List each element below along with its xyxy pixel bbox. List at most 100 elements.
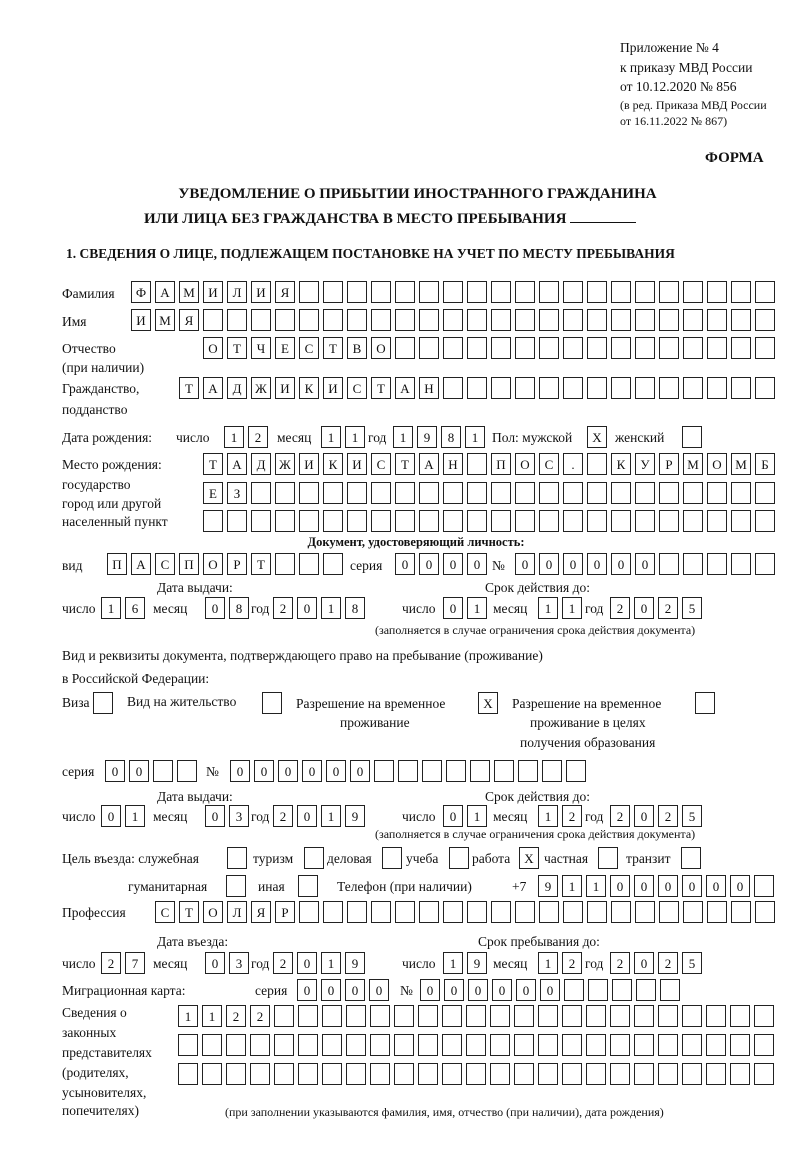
char-cell[interactable]: [491, 901, 511, 923]
char-cell[interactable]: С: [539, 453, 559, 475]
char-cell[interactable]: [611, 281, 631, 303]
char-cell[interactable]: [755, 510, 775, 532]
char-cell[interactable]: [251, 482, 271, 504]
char-cell[interactable]: X: [519, 847, 539, 869]
edu-permit-checkbox[interactable]: [695, 692, 715, 714]
char-cell[interactable]: 9: [538, 875, 558, 897]
char-cell[interactable]: [467, 377, 487, 399]
char-cell[interactable]: [635, 482, 655, 504]
char-cell[interactable]: [755, 281, 775, 303]
char-cell[interactable]: [490, 1034, 510, 1056]
char-cell[interactable]: 5: [682, 597, 702, 619]
char-cell[interactable]: М: [731, 453, 751, 475]
char-cell[interactable]: М: [179, 281, 199, 303]
char-cell[interactable]: 0: [516, 979, 536, 1001]
char-cell[interactable]: [755, 377, 775, 399]
char-cell[interactable]: [226, 875, 246, 897]
char-cell[interactable]: [518, 760, 538, 782]
char-cell[interactable]: 2: [101, 952, 121, 974]
char-cell[interactable]: 1: [125, 805, 145, 827]
char-cell[interactable]: [226, 1034, 246, 1056]
char-cell[interactable]: [587, 901, 607, 923]
char-cell[interactable]: [566, 760, 586, 782]
char-cell[interactable]: А: [395, 377, 415, 399]
char-cell[interactable]: [707, 482, 727, 504]
char-cell[interactable]: [658, 1034, 678, 1056]
char-cell[interactable]: [275, 510, 295, 532]
temp-permit-checkbox[interactable]: X: [478, 692, 498, 714]
char-cell[interactable]: [274, 1005, 294, 1027]
char-cell[interactable]: [563, 510, 583, 532]
char-cell[interactable]: [659, 281, 679, 303]
char-cell[interactable]: [446, 760, 466, 782]
char-cell[interactable]: [755, 309, 775, 331]
birthplace-row-3[interactable]: [203, 510, 775, 532]
char-cell[interactable]: [382, 847, 402, 869]
char-cell[interactable]: [563, 482, 583, 504]
char-cell[interactable]: [419, 309, 439, 331]
char-cell[interactable]: [323, 309, 343, 331]
char-cell[interactable]: 9: [417, 426, 437, 448]
char-cell[interactable]: 0: [101, 805, 121, 827]
char-cell[interactable]: [203, 510, 223, 532]
char-cell[interactable]: 0: [610, 875, 630, 897]
purpose-tourism-checkbox[interactable]: [304, 847, 324, 869]
char-cell[interactable]: 1: [224, 426, 244, 448]
char-cell[interactable]: [419, 281, 439, 303]
char-cell[interactable]: И: [275, 377, 295, 399]
purpose-official-checkbox[interactable]: [227, 847, 247, 869]
char-cell[interactable]: 0: [297, 979, 317, 1001]
char-cell[interactable]: Т: [179, 377, 199, 399]
char-cell[interactable]: 0: [635, 553, 655, 575]
char-cell[interactable]: 2: [250, 1005, 270, 1027]
char-cell[interactable]: 0: [706, 875, 726, 897]
char-cell[interactable]: 2: [658, 952, 678, 974]
char-cell[interactable]: [755, 901, 775, 923]
char-cell[interactable]: [346, 1034, 366, 1056]
char-cell[interactable]: [731, 281, 751, 303]
purpose-other-checkbox[interactable]: [298, 875, 318, 897]
char-cell[interactable]: X: [478, 692, 498, 714]
char-cell[interactable]: [398, 760, 418, 782]
char-cell[interactable]: Т: [203, 453, 223, 475]
char-cell[interactable]: [274, 1063, 294, 1085]
char-cell[interactable]: Д: [227, 377, 247, 399]
char-cell[interactable]: [611, 309, 631, 331]
visa-checkbox[interactable]: [93, 692, 113, 714]
char-cell[interactable]: Н: [443, 453, 463, 475]
char-cell[interactable]: [274, 1034, 294, 1056]
char-cell[interactable]: [422, 760, 442, 782]
char-cell[interactable]: [634, 1063, 654, 1085]
char-cell[interactable]: 0: [467, 553, 487, 575]
char-cell[interactable]: [467, 510, 487, 532]
char-cell[interactable]: [347, 281, 367, 303]
char-cell[interactable]: [755, 337, 775, 359]
char-cell[interactable]: [370, 1005, 390, 1027]
char-cell[interactable]: 0: [634, 597, 654, 619]
char-cell[interactable]: О: [707, 453, 727, 475]
char-cell[interactable]: [322, 1063, 342, 1085]
char-cell[interactable]: [731, 510, 751, 532]
char-cell[interactable]: [731, 309, 751, 331]
char-cell[interactable]: [683, 337, 703, 359]
char-cell[interactable]: [539, 377, 559, 399]
char-cell[interactable]: [538, 1034, 558, 1056]
char-cell[interactable]: [731, 901, 751, 923]
sex-male-checkbox[interactable]: X: [587, 426, 607, 448]
char-cell[interactable]: [251, 309, 271, 331]
char-cell[interactable]: 2: [562, 805, 582, 827]
char-cell[interactable]: 2: [562, 952, 582, 974]
char-cell[interactable]: [755, 482, 775, 504]
char-cell[interactable]: [659, 377, 679, 399]
char-cell[interactable]: 0: [345, 979, 365, 1001]
char-cell[interactable]: С: [371, 453, 391, 475]
